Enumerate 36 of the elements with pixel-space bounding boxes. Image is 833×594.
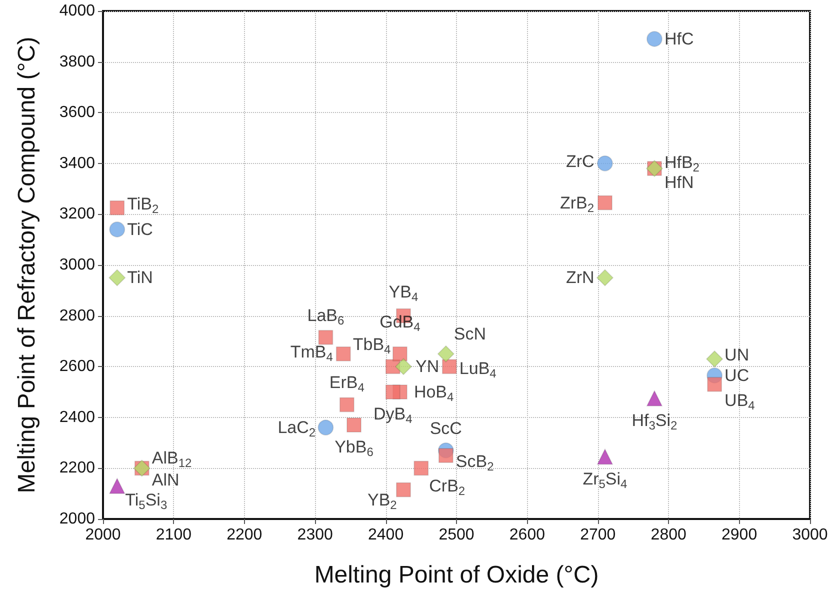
annotation: ScC	[430, 418, 462, 438]
y-tick-label: 4000	[59, 2, 96, 20]
y-tick-label: 2200	[59, 460, 96, 477]
annotation: TiC	[127, 220, 153, 239]
x-tick-label: 2100	[156, 526, 192, 544]
x-axis-title: Melting Point of Oxide (°C)	[314, 562, 599, 588]
annotation: UC	[724, 366, 750, 385]
y-axis-title: Melting Point of Refractory Compound (°C)	[14, 36, 40, 494]
annotation: UN	[724, 345, 750, 364]
x-tick-label: 2000	[85, 526, 121, 544]
x-tick-label: 2300	[297, 526, 333, 544]
y-tick-label: 2400	[59, 408, 96, 426]
y-tick-label: 2800	[59, 307, 96, 324]
x-tick-label: 2500	[438, 526, 474, 544]
annotation: ZrC	[566, 152, 594, 171]
annotation: ScN	[454, 324, 486, 344]
x-tick-label: 2600	[509, 526, 546, 544]
y-tick-label: 3600	[59, 104, 96, 122]
y-tick-label: 2600	[59, 358, 96, 376]
annotation: HfC	[664, 29, 694, 48]
y-tick-label: 3800	[59, 53, 96, 70]
y-tick-label: 3400	[59, 154, 96, 172]
annotation: TiN	[127, 268, 153, 288]
y-tick-label: 2000	[59, 510, 96, 528]
x-tick-label: 2700	[580, 526, 616, 544]
x-tick-label: 2400	[368, 526, 404, 544]
annotation: HfN	[664, 172, 694, 192]
annotation: YN	[415, 357, 440, 376]
y-tick-label: 3000	[59, 256, 96, 274]
annotation: ZrN	[566, 268, 594, 288]
y-tick-label: 3200	[59, 206, 96, 223]
x-tick-label: 2900	[722, 526, 758, 544]
x-tick-label: 2200	[226, 526, 262, 544]
annotation: AlN	[152, 470, 180, 490]
x-tick-label: 2800	[650, 526, 686, 544]
x-tick-label: 3000	[792, 526, 828, 544]
